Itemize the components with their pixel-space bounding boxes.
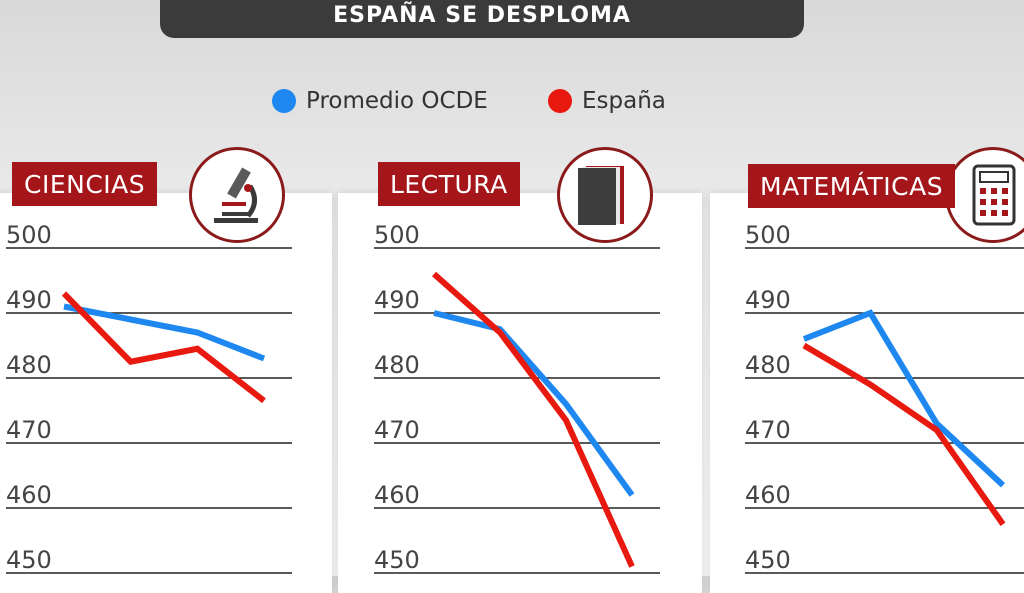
y-tick-label-lectura-460: 460 [374, 481, 420, 509]
panel-label-ciencias: CIENCIAS [12, 162, 158, 206]
y-tick-label-ciencias-500: 500 [6, 221, 52, 249]
series-line-matematicas-ocde [802, 309, 1006, 488]
y-tick-label-ciencias-450: 450 [6, 546, 52, 574]
panel-label-matematicas: MATEMÁTICAS [748, 164, 956, 208]
chart-lectura: 500 490 480 470 460 450 [374, 221, 660, 574]
legend-item-ocde: Promedio OCDE [272, 88, 488, 114]
chart-ciencias: 500 490 480 470 460 450 [6, 221, 292, 574]
book-icon [557, 147, 653, 243]
y-tick-label-ciencias-490: 490 [6, 286, 52, 314]
series-line-ciencias-espana [61, 291, 266, 404]
legend-label-ocde: Promedio OCDE [306, 88, 488, 114]
chart-panel-matematicas [710, 193, 1024, 593]
y-tick-label-lectura-500: 500 [374, 221, 420, 249]
y-tick-label-matematicas-450: 450 [745, 546, 791, 574]
y-tick-label-matematicas-470: 470 [745, 416, 791, 444]
y-tick-label-lectura-480: 480 [374, 351, 420, 379]
calculator-icon [945, 147, 1024, 243]
y-tick-label-matematicas-490: 490 [745, 286, 791, 314]
panel-label-lectura: LECTURA [378, 162, 520, 206]
series-line-ciencias-ocde [63, 303, 266, 362]
legend-item-espana: España [548, 88, 666, 114]
chart-matematicas: 500 490 480 470 460 450 [745, 221, 1024, 574]
y-tick-label-ciencias-470: 470 [6, 416, 52, 444]
legend: Promedio OCDE España [0, 88, 1024, 122]
panel-title-lectura: LECTURA [390, 169, 508, 199]
y-tick-label-lectura-490: 490 [374, 286, 420, 314]
microscope-icon [189, 147, 285, 243]
y-tick-label-lectura-450: 450 [374, 546, 420, 574]
chart-panel-lectura [338, 193, 702, 593]
y-tick-label-ciencias-460: 460 [6, 481, 52, 509]
series-line-matematicas-espana [802, 342, 1006, 526]
y-tick-label-matematicas-500: 500 [745, 221, 791, 249]
panel-title-matematicas: MATEMÁTICAS [760, 171, 944, 201]
panel-title-ciencias: CIENCIAS [24, 169, 146, 199]
legend-label-espana: España [582, 88, 666, 114]
legend-marker-espana [548, 89, 572, 113]
y-tick-label-matematicas-480: 480 [745, 351, 791, 379]
page-title: ESPAÑA SE DESPLOMA [333, 3, 631, 28]
legend-marker-ocde [272, 89, 296, 113]
y-tick-label-lectura-470: 470 [374, 416, 420, 444]
series-line-lectura-espana [432, 271, 635, 568]
y-tick-label-matematicas-460: 460 [745, 481, 791, 509]
y-tick-label-ciencias-480: 480 [6, 351, 52, 379]
chart-panel-ciencias [0, 193, 332, 593]
title-banner: ESPAÑA SE DESPLOMA [160, 0, 804, 38]
series-line-lectura-ocde [433, 310, 635, 497]
